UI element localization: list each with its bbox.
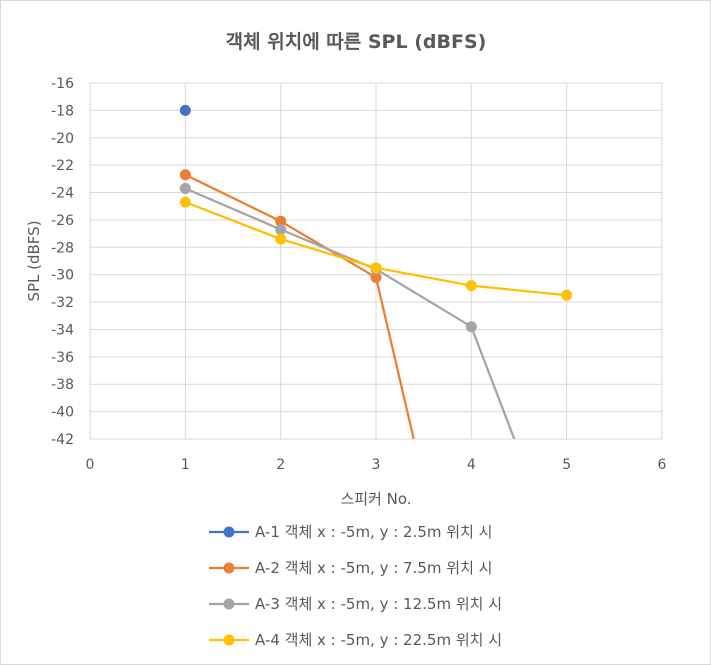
legend-label-4: A-4 객체 x : -5m, y : 22.5m 위치 시 <box>255 631 502 649</box>
y-tick-label: -34 <box>51 322 74 338</box>
x-tick-label: 0 <box>86 457 95 473</box>
y-tick-label: -16 <box>51 76 74 92</box>
y-tick-label: -42 <box>51 432 74 448</box>
y-tick-label: -18 <box>51 103 74 119</box>
data-point-series-2 <box>275 215 287 227</box>
grid-lines <box>89 82 663 440</box>
data-point-series-3 <box>275 224 287 236</box>
legend-marker-4 <box>223 634 235 646</box>
y-tick-label: -40 <box>51 405 74 421</box>
y-tick-label: -26 <box>51 213 74 229</box>
data-point-series-4 <box>370 262 382 274</box>
data-point-series-1 <box>179 104 191 116</box>
y-tick-label: -24 <box>51 186 74 202</box>
x-tick-label: 6 <box>658 457 667 473</box>
y-tick-label: -30 <box>51 268 74 284</box>
x-tick-label: 3 <box>372 457 381 473</box>
data-point-series-4 <box>561 289 573 301</box>
point-layer <box>179 104 573 333</box>
y-tick-label: -32 <box>51 295 74 311</box>
x-tick-label: 4 <box>467 457 476 473</box>
tick-labels: -16 -18 -20 -22 -24 -26 -28 -30 -32 -34 -36 -38 -40 -… <box>51 76 666 473</box>
y-tick-label: -28 <box>51 240 74 256</box>
chart-title: 객체 위치에 따른 SPL (dBFS) <box>226 31 487 53</box>
data-point-series-4 <box>465 280 477 292</box>
legend: A-1 객체 x : -5m, y : 2.5m 위치 시 A-2 객체 x : … <box>209 523 502 649</box>
legend-marker-2 <box>223 562 235 574</box>
data-point-series-4 <box>275 233 287 245</box>
y-tick-label: -38 <box>51 377 74 393</box>
legend-marker-3 <box>223 598 235 610</box>
legend-marker-1 <box>223 526 235 538</box>
legend-label-1: A-1 객체 x : -5m, y : 2.5m 위치 시 <box>255 523 492 541</box>
data-point-series-3 <box>465 321 477 333</box>
x-axis-title: 스피커 No. <box>340 490 411 508</box>
x-tick-label: 2 <box>276 457 285 473</box>
legend-label-3: A-3 객체 x : -5m, y : 12.5m 위치 시 <box>255 595 502 613</box>
y-axis-title: SPL (dBFS) <box>25 220 43 301</box>
data-point-series-3 <box>179 182 191 194</box>
data-point-series-4 <box>179 196 191 208</box>
x-tick-label: 1 <box>181 457 190 473</box>
legend-label-2: A-2 객체 x : -5m, y : 7.5m 위치 시 <box>255 559 492 577</box>
data-point-series-2 <box>370 271 382 283</box>
x-tick-label: 5 <box>562 457 571 473</box>
data-point-series-2 <box>179 169 191 181</box>
y-tick-label: -36 <box>51 350 74 366</box>
y-tick-label: -20 <box>51 131 74 147</box>
y-tick-label: -22 <box>51 158 74 174</box>
